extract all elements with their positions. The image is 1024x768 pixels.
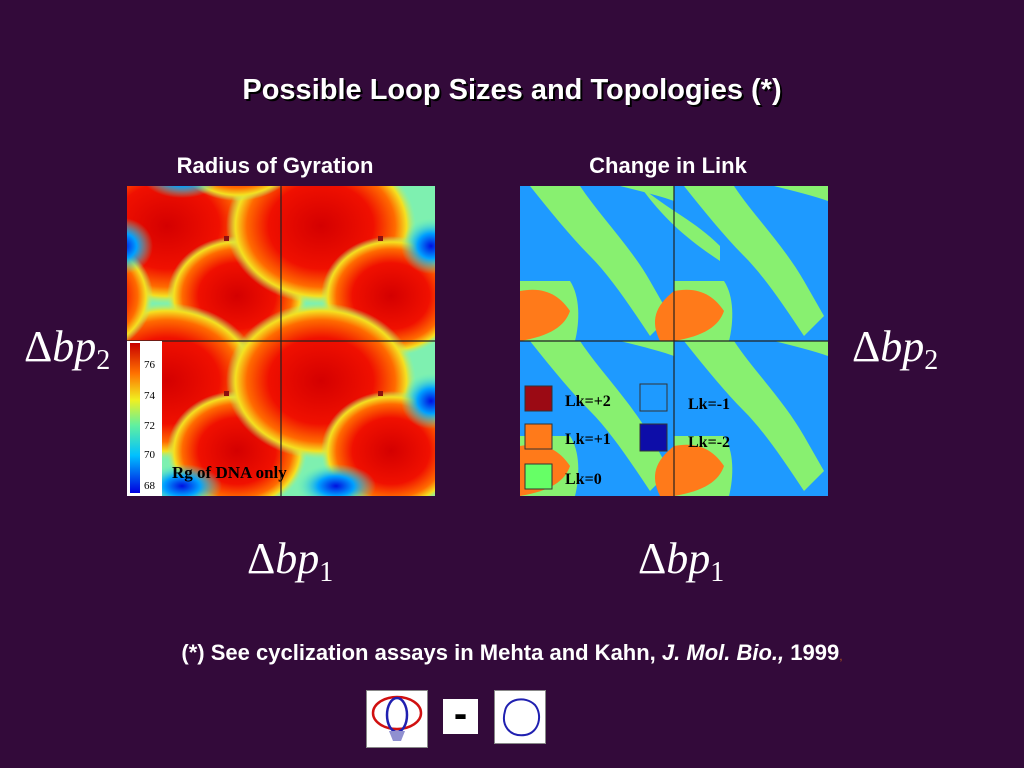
lk-heatmap: Lk=+2 Lk=+1 Lk=0 Lk=-1 Lk=-2 [520, 186, 828, 496]
legend-swatch-lk-0 [524, 463, 553, 490]
colorbar-tick: 68 [144, 480, 156, 492]
legend-label: Lk=+1 [565, 431, 611, 448]
y-axis-label-left: Δbp2 [24, 322, 111, 376]
minus-sign: - [443, 694, 478, 734]
footnote-year: 1999 [784, 640, 840, 665]
x-axis-label-left: Δbp1 [247, 534, 334, 588]
legend-swatch-lk-minus2 [639, 423, 668, 452]
left-panel-title: Radius of Gyration [176, 153, 374, 178]
colorbar-tick: 74 [144, 390, 156, 402]
colorbar-tick: 76 [144, 359, 156, 371]
rg-label: Rg of DNA only [172, 463, 287, 482]
y-axis-label-right: Δbp2 [852, 322, 939, 376]
circular-dna-thumbnail [494, 690, 546, 744]
rg-heatmap: 76 74 72 70 68 Rg of DNA only [127, 186, 435, 496]
legend-label: Lk=+2 [565, 393, 611, 410]
right-panel-title: Change in Link [589, 153, 747, 178]
legend-swatch-lk-plus2 [524, 385, 553, 412]
legend-label: Lk=0 [565, 471, 602, 488]
slide-title: Possible Loop Sizes and Topologies (*) [242, 74, 782, 106]
footnote-mark: , [839, 649, 843, 663]
legend-label: Lk=-1 [688, 396, 730, 413]
legend-swatch-lk-plus1 [524, 423, 553, 450]
journal-name: J. Mol. Bio., [661, 640, 785, 665]
colorbar-tick: 70 [144, 449, 156, 461]
legend-label: Lk=-2 [688, 434, 730, 451]
colorbar-tick: 72 [144, 420, 155, 432]
x-axis-label-right: Δbp1 [638, 534, 725, 588]
footnote: (*) See cyclization assays in Mehta and … [0, 640, 1024, 666]
looped-dna-thumbnail [366, 690, 428, 748]
legend-swatch-lk-minus1 [639, 383, 668, 412]
footnote-text: (*) See cyclization assays in Mehta and … [181, 640, 662, 665]
